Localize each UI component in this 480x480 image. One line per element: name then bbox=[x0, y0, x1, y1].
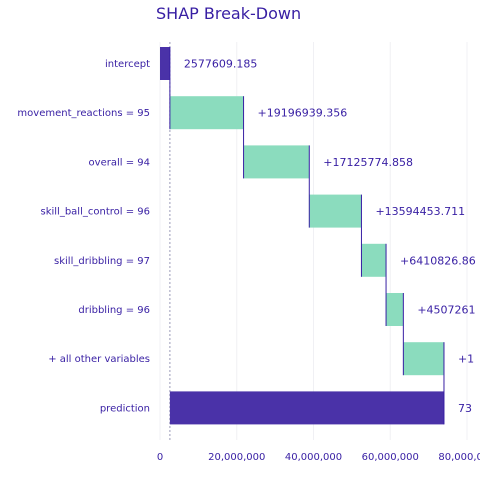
bar-3 bbox=[309, 194, 362, 228]
category-label-1: movement_reactions = 95 bbox=[17, 108, 150, 119]
category-label-4: skill_dribbling = 97 bbox=[54, 256, 150, 267]
value-labels: 2577609.185 +19196939.356 +17125774.858 +13… bbox=[184, 58, 476, 415]
x-axis-ticks: 0 20,000,000 40,000,000 60,000,000 80,000,00… bbox=[157, 452, 480, 463]
category-label-0: intercept bbox=[105, 59, 150, 70]
x-tick-label: 60,000,000 bbox=[362, 452, 419, 463]
value-label-0: 2577609.185 bbox=[184, 58, 257, 71]
value-label-7: 73 bbox=[458, 402, 472, 415]
value-label-6: +1 bbox=[458, 353, 474, 366]
x-tick-label: 0 bbox=[157, 452, 163, 463]
category-labels: intercept movement_reactions = 95 overall … bbox=[17, 59, 150, 414]
bar-0 bbox=[160, 47, 170, 80]
value-label-1: +19196939.356 bbox=[258, 107, 348, 120]
category-label-7: prediction bbox=[100, 403, 150, 414]
x-tick-label: 40,000,000 bbox=[285, 452, 342, 463]
value-label-4: +6410826.86 bbox=[400, 254, 476, 267]
connectors bbox=[169, 47, 445, 425]
bar-4 bbox=[361, 243, 387, 277]
bar-1 bbox=[169, 96, 244, 130]
x-tick-label: 80,000,000 bbox=[438, 452, 480, 463]
category-label-6: + all other variables bbox=[48, 354, 150, 365]
value-label-3: +13594453.711 bbox=[375, 205, 465, 218]
category-label-3: skill_ball_control = 96 bbox=[41, 207, 151, 218]
bar-5 bbox=[386, 293, 404, 326]
value-label-5: +4507261 bbox=[417, 304, 475, 317]
category-label-2: overall = 94 bbox=[89, 157, 150, 168]
chart-title: SHAP Break-Down bbox=[156, 4, 301, 23]
bar-2 bbox=[243, 145, 310, 179]
bar-7 bbox=[169, 391, 444, 425]
value-label-2: +17125774.858 bbox=[323, 156, 413, 169]
bar-6 bbox=[403, 342, 444, 376]
bars bbox=[160, 47, 444, 425]
x-tick-label: 20,000,000 bbox=[208, 452, 265, 463]
category-label-5: dribbling = 96 bbox=[78, 305, 150, 316]
